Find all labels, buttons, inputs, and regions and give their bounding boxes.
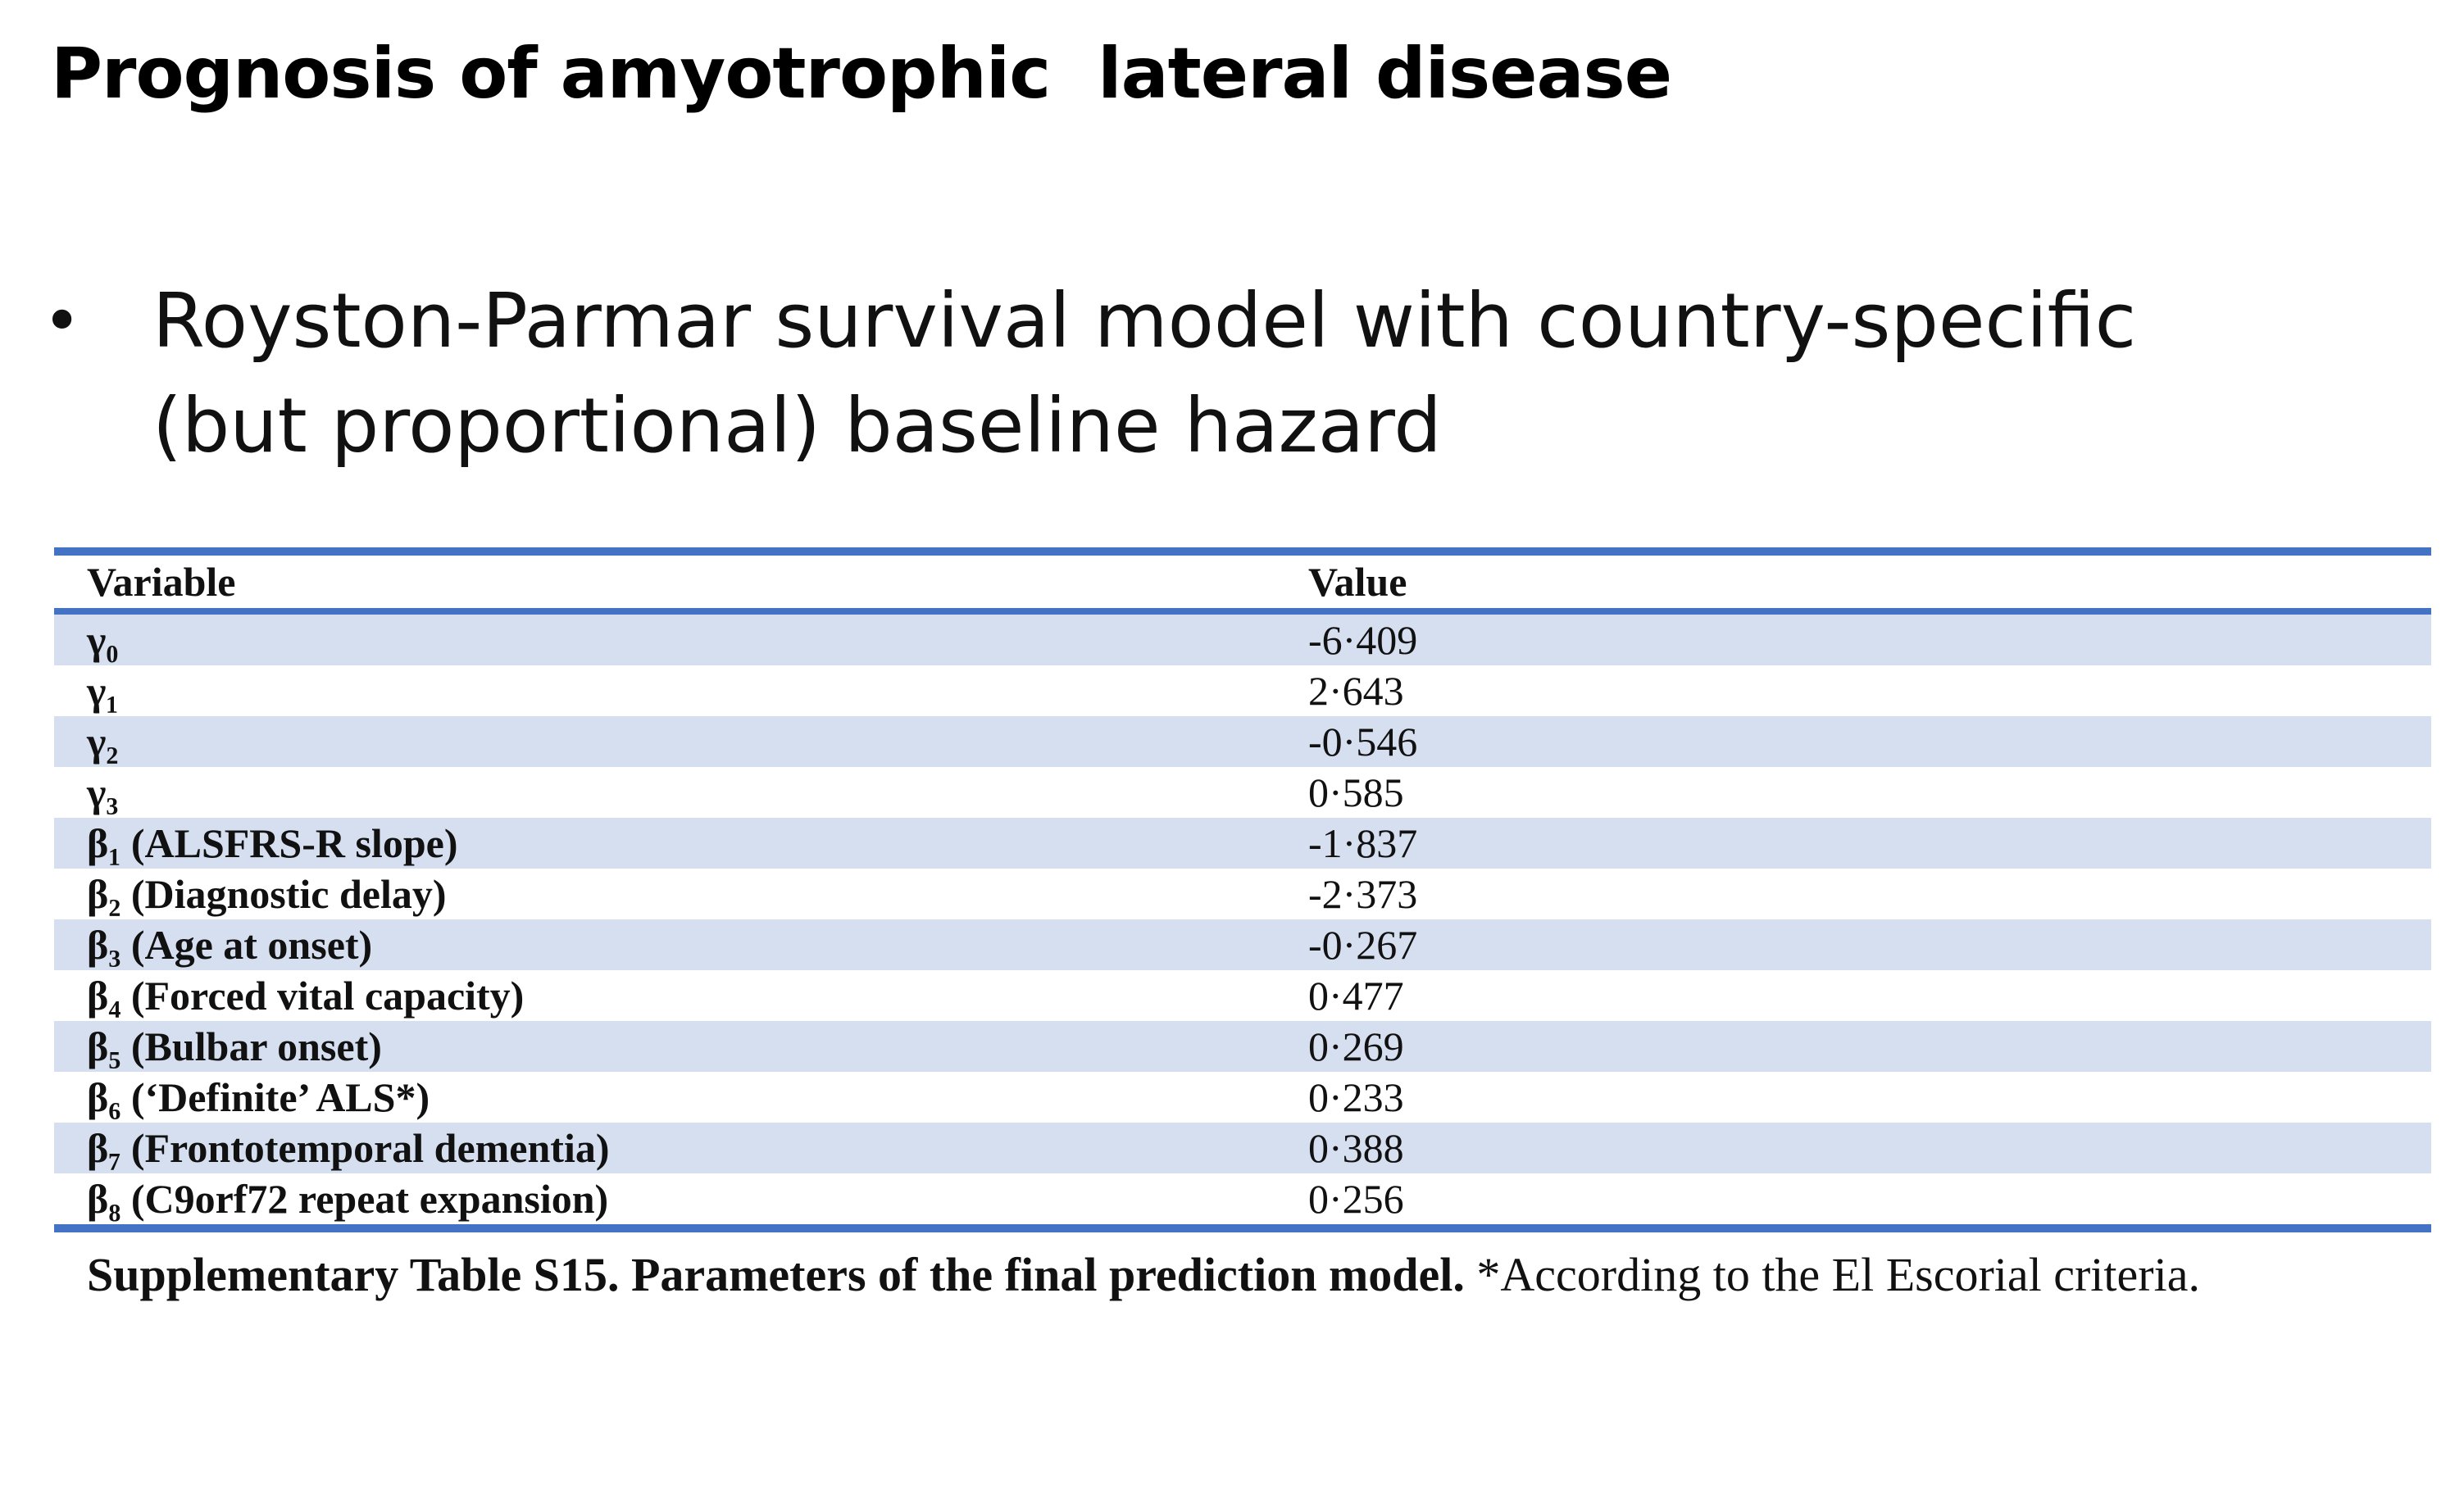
table-row: γ₂ -0·546 <box>54 716 2431 767</box>
table-row: β₃ (Age at onset) -0·267 <box>54 919 2431 970</box>
table-body: γ₀ -6·409 γ₁ 2·643 γ₂ -0·546 γ₃ 0·585 β₁ (ALSFRS… <box>54 611 2431 1228</box>
cell-variable: β₃ (Age at onset) <box>87 922 373 968</box>
table-row: γ₁ 2·643 <box>54 665 2431 716</box>
table-row: γ₀ -6·409 <box>54 611 2431 665</box>
cell-variable: β₂ (Diagnostic delay) <box>87 871 447 917</box>
cell-variable: γ₃ <box>87 769 119 815</box>
caption-normal: *According to the El Escorial criteria. <box>1464 1248 2200 1301</box>
table-header-row: Variable Value <box>54 551 2431 611</box>
cell-value: -2·373 <box>1308 871 1418 917</box>
cell-variable: β₆ (‘Definite’ ALS*) <box>87 1074 430 1120</box>
cell-variable: β₇ (Frontotemporal dementia) <box>87 1125 610 1171</box>
cell-variable: β₈ (C9orf72 repeat expansion) <box>87 1176 609 1222</box>
cell-variable: β₄ (Forced vital capacity) <box>87 973 525 1019</box>
cell-value: 0·256 <box>1308 1176 1404 1222</box>
cell-variable: γ₀ <box>87 617 119 663</box>
cell-value: 0·269 <box>1308 1023 1404 1069</box>
bullet-text: Royston-Parmar survival model with count… <box>152 269 2174 479</box>
bullet-line-2: (but proportional) baseline hazard <box>152 382 1442 470</box>
cell-value: 0·233 <box>1308 1074 1404 1120</box>
table-row: γ₃ 0·585 <box>54 767 2431 818</box>
cell-value: 0·585 <box>1308 769 1404 815</box>
parameters-table: Variable Value γ₀ -6·409 γ₁ 2·643 γ₂ -0·546 γ₃… <box>54 547 2431 1232</box>
table-caption: Supplementary Table S15. Parameters of t… <box>87 1241 2431 1309</box>
header-variable: Variable <box>87 559 236 605</box>
cell-value: -0·546 <box>1308 719 1418 765</box>
cell-variable: γ₁ <box>87 668 119 714</box>
table-row: β₆ (‘Definite’ ALS*) 0·233 <box>54 1072 2431 1123</box>
parameters-table-container: Variable Value γ₀ -6·409 γ₁ 2·643 γ₂ -0·546 γ₃… <box>54 547 2431 1309</box>
table-row: β₁ (ALSFRS-R slope) -1·837 <box>54 818 2431 869</box>
table-row: β₄ (Forced vital capacity) 0·477 <box>54 970 2431 1021</box>
bullet-dot-icon: • <box>43 283 82 359</box>
cell-value: 0·388 <box>1308 1125 1404 1171</box>
table-row: β₇ (Frontotemporal dementia) 0·388 <box>54 1123 2431 1173</box>
cell-variable: γ₂ <box>87 719 119 765</box>
cell-value: -1·837 <box>1308 820 1418 866</box>
cell-variable: β₅ (Bulbar onset) <box>87 1023 382 1069</box>
cell-value: -0·267 <box>1308 922 1418 968</box>
table-row: β₈ (C9orf72 repeat expansion) 0·256 <box>54 1173 2431 1228</box>
slide-title: Prognosis of amyotrophic lateral disease <box>51 33 1672 115</box>
cell-value: 2·643 <box>1308 668 1404 714</box>
cell-value: 0·477 <box>1308 973 1404 1019</box>
cell-variable: β₁ (ALSFRS-R slope) <box>87 820 458 866</box>
table-row: β₅ (Bulbar onset) 0·269 <box>54 1021 2431 1072</box>
table-row: β₂ (Diagnostic delay) -2·373 <box>54 869 2431 919</box>
header-value: Value <box>1308 559 1407 605</box>
caption-bold: Supplementary Table S15. Parameters of t… <box>87 1248 1465 1301</box>
bullet-point: • Royston-Parmar survival model with cou… <box>43 269 2174 479</box>
cell-value: -6·409 <box>1308 617 1418 663</box>
bullet-line-1: Royston-Parmar survival model with count… <box>152 277 2137 365</box>
